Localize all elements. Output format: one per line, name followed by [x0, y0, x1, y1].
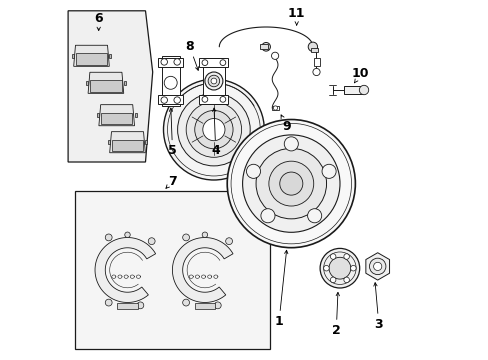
Text: 9: 9 [282, 120, 290, 132]
Circle shape [227, 120, 355, 248]
Circle shape [284, 137, 298, 151]
Circle shape [211, 78, 216, 84]
Circle shape [203, 118, 224, 141]
Text: 7: 7 [168, 175, 177, 188]
Bar [259, 44, 267, 49]
Circle shape [312, 68, 320, 76]
Polygon shape [86, 81, 88, 85]
Circle shape [174, 59, 180, 65]
Circle shape [164, 76, 177, 89]
Bar [76, 53, 107, 65]
Bar [313, 58, 319, 66]
Circle shape [183, 234, 189, 241]
Circle shape [161, 97, 167, 103]
Circle shape [177, 93, 250, 166]
Circle shape [220, 60, 225, 66]
Polygon shape [172, 238, 233, 302]
Circle shape [273, 106, 277, 110]
Polygon shape [199, 95, 228, 104]
Circle shape [204, 72, 223, 90]
Polygon shape [203, 58, 224, 104]
Bar [112, 140, 143, 151]
Polygon shape [123, 81, 125, 85]
Circle shape [246, 164, 260, 178]
Circle shape [105, 234, 112, 241]
Circle shape [271, 52, 278, 59]
Polygon shape [68, 11, 152, 162]
Polygon shape [88, 72, 123, 93]
Circle shape [202, 60, 207, 66]
Bar [271, 106, 279, 110]
Polygon shape [145, 140, 147, 144]
Polygon shape [95, 238, 155, 302]
Bar [194, 303, 215, 309]
Polygon shape [158, 95, 183, 104]
Circle shape [369, 258, 385, 275]
Circle shape [256, 148, 326, 219]
Circle shape [320, 248, 359, 288]
Text: 4: 4 [211, 144, 220, 157]
Bar [90, 80, 122, 92]
Circle shape [194, 111, 233, 149]
Circle shape [214, 302, 221, 309]
Bar [101, 113, 132, 124]
Circle shape [186, 102, 241, 157]
Circle shape [330, 254, 335, 259]
Bar [310, 48, 318, 52]
Circle shape [279, 172, 302, 195]
Circle shape [268, 161, 313, 206]
Text: 1: 1 [274, 315, 283, 328]
Text: 2: 2 [331, 324, 340, 337]
Circle shape [163, 79, 264, 180]
Polygon shape [74, 45, 109, 66]
Polygon shape [162, 56, 179, 106]
Bar [75, 191, 269, 349]
Text: 3: 3 [374, 318, 382, 330]
Circle shape [307, 209, 321, 223]
Circle shape [242, 135, 339, 232]
Bar [117, 303, 138, 309]
Circle shape [343, 277, 349, 283]
Circle shape [373, 262, 381, 270]
Text: 10: 10 [351, 67, 369, 80]
Circle shape [307, 42, 317, 51]
Circle shape [148, 238, 155, 244]
Circle shape [161, 59, 167, 65]
Circle shape [350, 265, 355, 271]
Circle shape [202, 96, 207, 102]
Circle shape [323, 265, 328, 271]
Circle shape [330, 277, 335, 283]
Polygon shape [72, 54, 74, 58]
Circle shape [124, 232, 130, 238]
Circle shape [220, 96, 225, 102]
Polygon shape [158, 58, 183, 67]
Text: 5: 5 [168, 144, 177, 157]
Polygon shape [97, 113, 99, 117]
Text: 11: 11 [287, 7, 305, 20]
Circle shape [328, 257, 350, 279]
Polygon shape [109, 132, 145, 153]
Text: 6: 6 [94, 12, 103, 24]
Polygon shape [108, 140, 110, 144]
Circle shape [208, 75, 219, 87]
Circle shape [261, 42, 270, 51]
Circle shape [225, 238, 232, 244]
Circle shape [183, 299, 189, 306]
Circle shape [174, 97, 180, 103]
Polygon shape [134, 113, 137, 117]
Circle shape [322, 164, 335, 178]
Polygon shape [199, 58, 228, 67]
Polygon shape [365, 253, 389, 280]
Circle shape [359, 85, 368, 95]
Circle shape [261, 209, 274, 223]
Text: 8: 8 [185, 40, 194, 53]
Bar [343, 86, 363, 94]
Circle shape [137, 302, 143, 309]
Polygon shape [99, 105, 134, 126]
Polygon shape [109, 54, 111, 58]
Circle shape [343, 254, 349, 259]
Circle shape [202, 232, 207, 238]
Circle shape [105, 299, 112, 306]
